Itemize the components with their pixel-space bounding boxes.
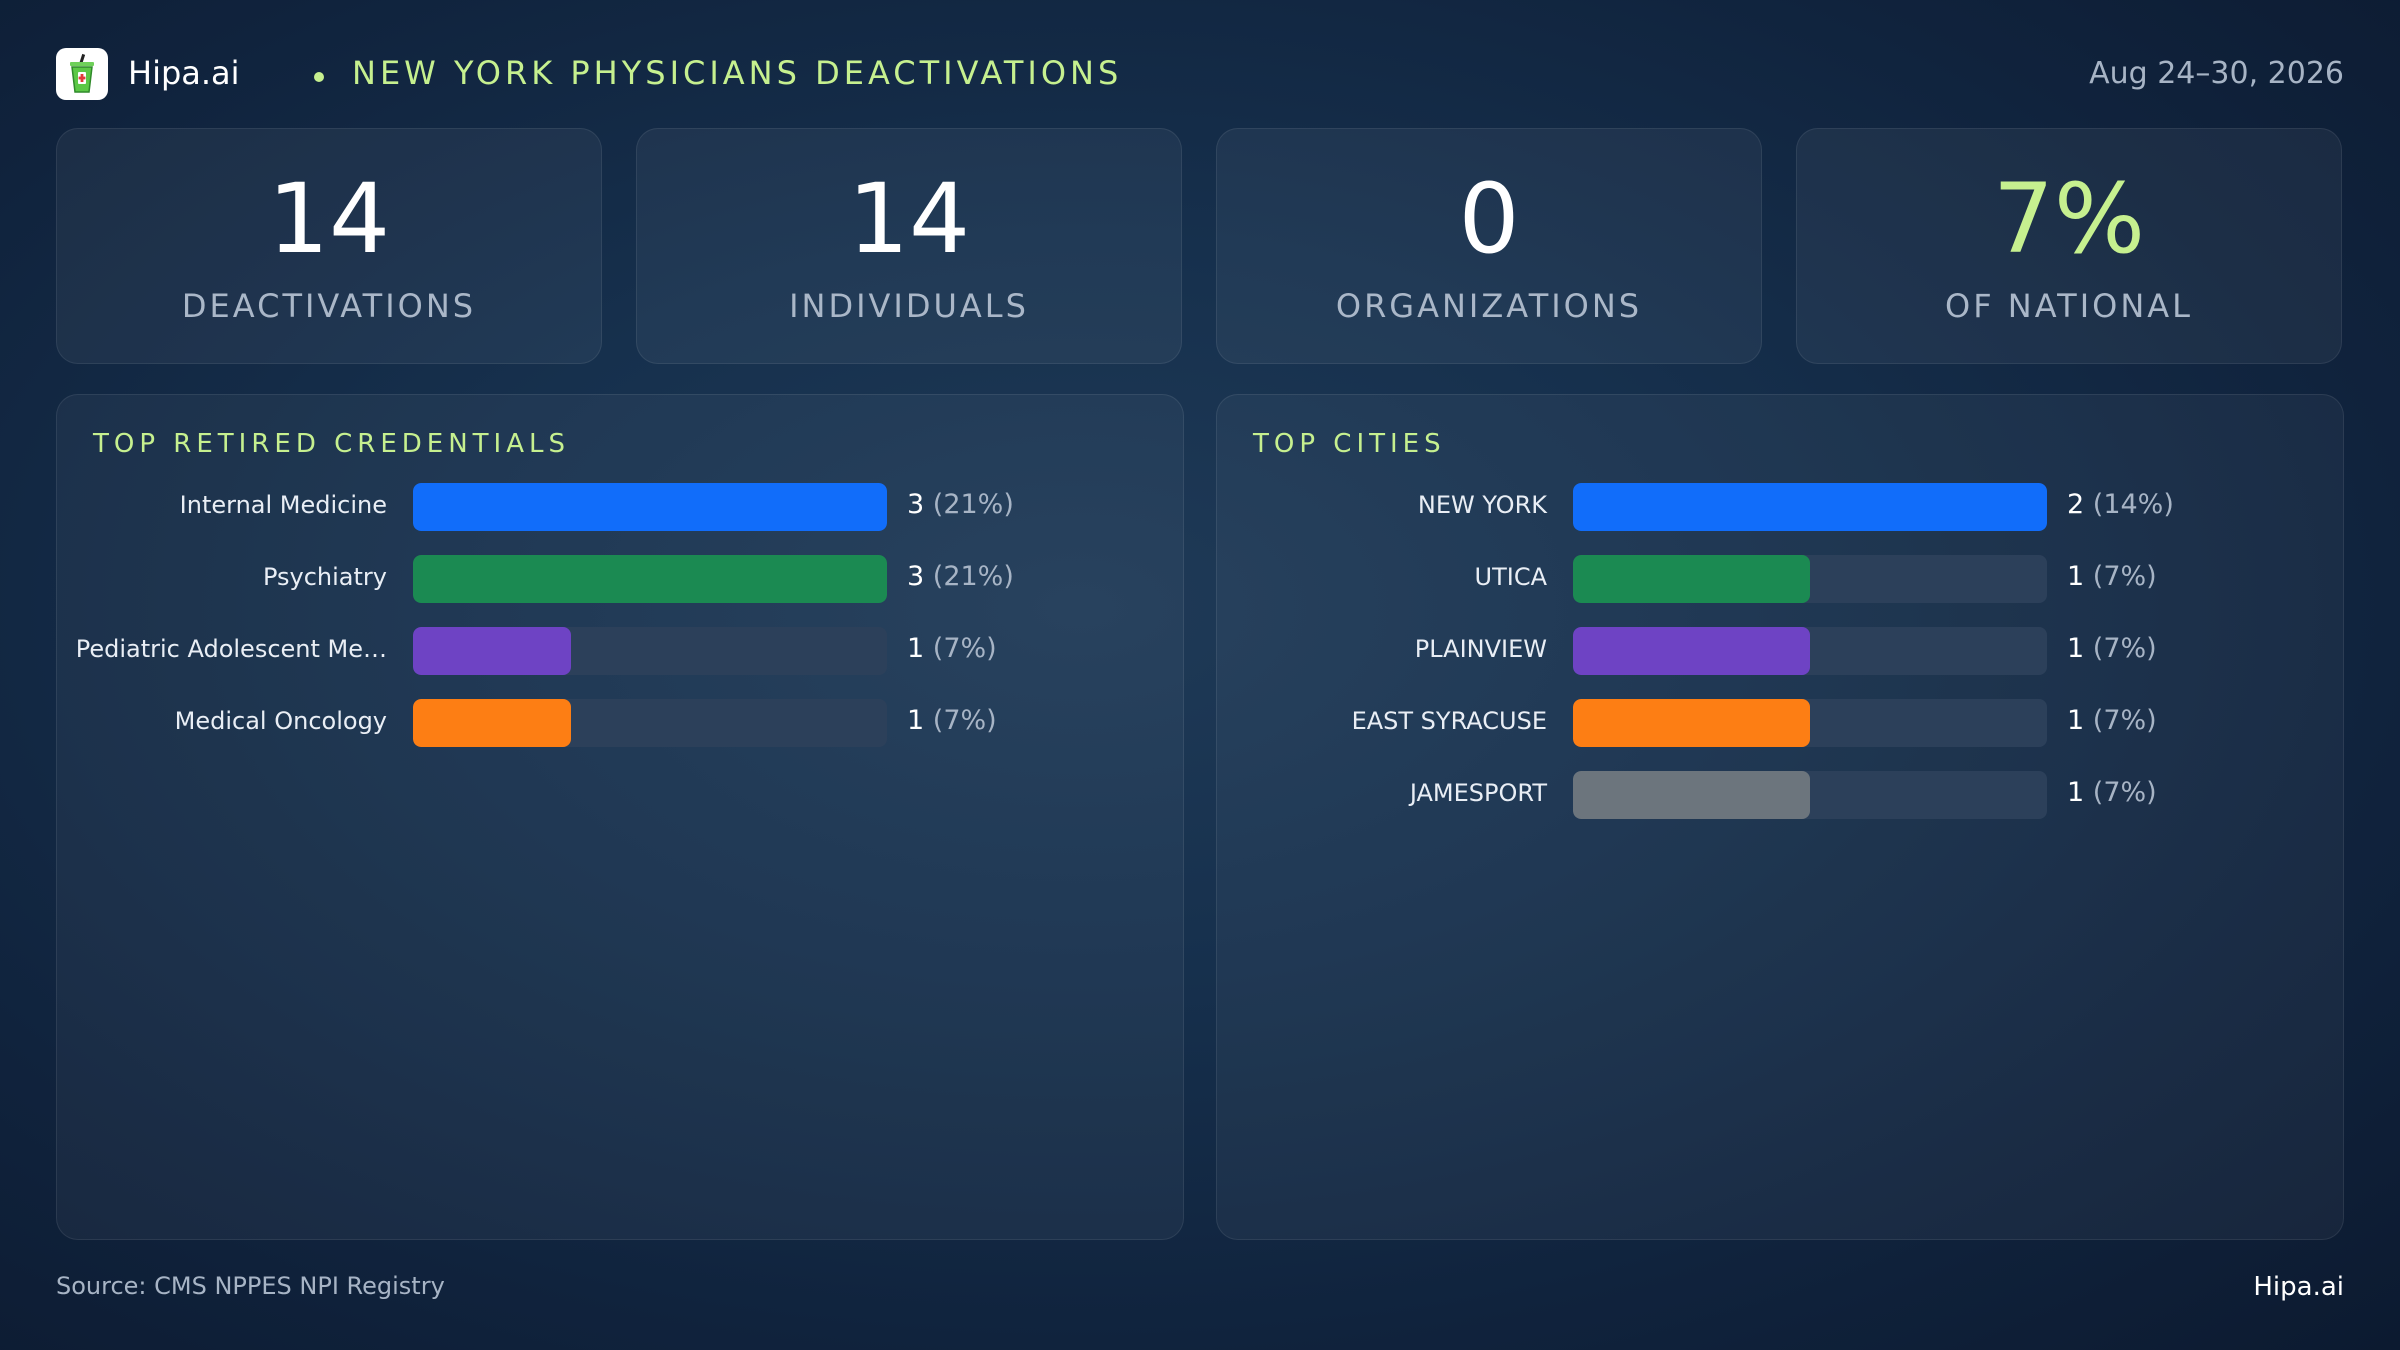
bar-count: 3 [907,489,925,520]
kpi-card-individuals: 14 INDIVIDUALS [636,128,1182,364]
bar-percent: (14%) [2092,489,2174,520]
cup-logo-icon [56,48,108,100]
bar [413,483,887,531]
bar-track [413,483,887,531]
bar-category-label: Psychiatry [262,563,387,591]
bar-percent: (7%) [932,705,997,736]
source-note: Source: CMS NPPES NPI Registry [56,1272,445,1300]
kpi-value: 0 [1458,163,1520,275]
header: Hipa.ai NEW YORK PHYSICIANS DEACTIVATION… [56,44,2344,104]
bar-row: Internal Medicine 3 (21%) [57,481,1183,531]
kpi-label: INDIVIDUALS [789,287,1029,325]
bar-percent: (21%) [932,489,1014,520]
bar-value-label: 1 (7%) [2067,633,2157,664]
bar [413,627,571,675]
bar-count: 1 [907,705,925,736]
bar-category-label: NEW YORK [1417,491,1547,519]
bar-category-label: JAMESPORT [1409,779,1547,807]
bar-track [413,555,887,603]
bar-row: JAMESPORT 1 (7%) [1217,769,2343,819]
bar-track [413,627,887,675]
bar-count: 1 [2067,705,2085,736]
kpi-label: OF NATIONAL [1945,287,2193,325]
bar-row: UTICA 1 (7%) [1217,553,2343,603]
bar-category-label: EAST SYRACUSE [1351,707,1547,735]
bar-count: 1 [2067,561,2085,592]
page-title: NEW YORK PHYSICIANS DEACTIVATIONS [352,54,1123,92]
bar [1573,771,1810,819]
title-separator-dot [314,72,324,82]
bar-value-label: 2 (14%) [2067,489,2174,520]
cities-panel-title: TOP CITIES [1253,429,1446,459]
bar-count: 1 [2067,633,2085,664]
kpi-label: ORGANIZATIONS [1335,287,1643,325]
brand-name: Hipa.ai [128,54,240,92]
bar-track [413,699,887,747]
bar-percent: (7%) [2092,561,2157,592]
bar [1573,555,1810,603]
bar-category-label: Pediatric Adolescent Me… [75,635,387,663]
bar-track [1573,555,2047,603]
kpi-value: 7% [1992,163,2146,275]
bar [1573,483,2047,531]
bar-value-label: 1 (7%) [2067,705,2157,736]
bar-count: 2 [2067,489,2085,520]
bar-value-label: 3 (21%) [907,561,1014,592]
bar-track [1573,627,2047,675]
kpi-value: 14 [847,163,971,275]
bar-track [1573,771,2047,819]
bar-row: Psychiatry 3 (21%) [57,553,1183,603]
bar-percent: (7%) [2092,777,2157,808]
bar [413,699,571,747]
bar-category-label: UTICA [1474,563,1547,591]
kpi-card-organizations: 0 ORGANIZATIONS [1216,128,1762,364]
bar-category-label: PLAINVIEW [1414,635,1547,663]
bar-row: EAST SYRACUSE 1 (7%) [1217,697,2343,747]
bar-track [1573,483,2047,531]
footer-brand: Hipa.ai [2253,1272,2344,1302]
bar-percent: (7%) [2092,705,2157,736]
bar-count: 1 [2067,777,2085,808]
credentials-panel-title: TOP RETIRED CREDENTIALS [93,429,570,459]
bar-value-label: 3 (21%) [907,489,1014,520]
bar [1573,627,1810,675]
kpi-value: 14 [267,163,391,275]
bar-percent: (7%) [932,633,997,664]
bar [413,555,887,603]
bar-category-label: Internal Medicine [179,491,387,519]
bar-percent: (21%) [932,561,1014,592]
bar [1573,699,1810,747]
bar-row: PLAINVIEW 1 (7%) [1217,625,2343,675]
bar-value-label: 1 (7%) [2067,777,2157,808]
bar-percent: (7%) [2092,633,2157,664]
bar-value-label: 1 (7%) [907,705,997,736]
bar-value-label: 1 (7%) [907,633,997,664]
bar-count: 1 [907,633,925,664]
bar-count: 3 [907,561,925,592]
bar-track [1573,699,2047,747]
bar-value-label: 1 (7%) [2067,561,2157,592]
bar-row: Pediatric Adolescent Me… 1 (7%) [57,625,1183,675]
cities-panel: TOP CITIES NEW YORK 2 (14%) UTICA 1 (7%) PLA… [1216,394,2344,1240]
bar-row: Medical Oncology 1 (7%) [57,697,1183,747]
bar-row: NEW YORK 2 (14%) [1217,481,2343,531]
kpi-label: DEACTIVATIONS [181,287,477,325]
kpi-card-deactivations: 14 DEACTIVATIONS [56,128,602,364]
date-range: Aug 24–30, 2026 [2089,56,2344,91]
bar-category-label: Medical Oncology [174,707,387,735]
credentials-panel: TOP RETIRED CREDENTIALS Internal Medicin… [56,394,1184,1240]
kpi-card-of-national: 7% OF NATIONAL [1796,128,2342,364]
